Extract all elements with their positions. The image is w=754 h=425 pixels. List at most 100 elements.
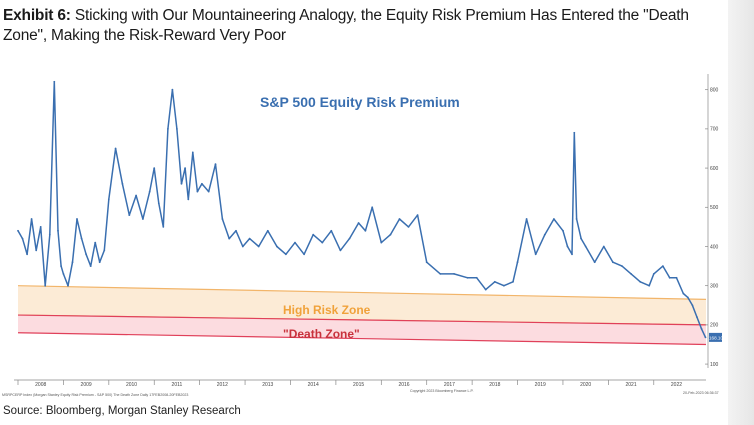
- data-point: [475, 276, 478, 279]
- data-point: [686, 296, 689, 299]
- data-point: [612, 261, 614, 264]
- data-point: [21, 237, 24, 240]
- y-tick-label-600: 600: [710, 166, 719, 172]
- axis-layer: 100 200 300 400 500 600 700 800 2008 2009 2010 2011…: [14, 74, 723, 388]
- data-point: [416, 214, 419, 217]
- data-point: [53, 80, 56, 83]
- zone-upper-line-0: [17, 285, 707, 300]
- data-point: [662, 265, 664, 267]
- y-tick-label-500: 500: [710, 205, 719, 211]
- x-tick-label-2020: 2020: [580, 382, 591, 388]
- x-tick-label-2009: 2009: [81, 382, 92, 388]
- data-point: [493, 280, 496, 283]
- data-point: [266, 229, 269, 232]
- data-point: [285, 253, 287, 256]
- zone-upper-line-1: [17, 314, 707, 326]
- data-point: [389, 233, 392, 236]
- data-point: [107, 198, 110, 201]
- footnote-right: 20-Feb-2023 06:36:37: [683, 391, 719, 395]
- data-point: [121, 182, 124, 185]
- exhibit-title-text: Sticking with Our Mountaineering Analogy…: [3, 7, 689, 44]
- y-tick-label-200: 200: [710, 323, 719, 329]
- data-point: [512, 280, 514, 283]
- data-point: [516, 261, 519, 264]
- data-point: [621, 265, 623, 267]
- y-tick-label-300: 300: [710, 283, 719, 289]
- data-point: [675, 276, 678, 279]
- data-point: [71, 261, 74, 264]
- data-point: [17, 229, 19, 232]
- data-point: [171, 88, 174, 91]
- data-point: [221, 218, 224, 220]
- data-point: [682, 292, 685, 295]
- x-tick-label-2021: 2021: [626, 382, 637, 388]
- data-point: [630, 273, 632, 275]
- data-point: [26, 253, 28, 256]
- zone-lower-line-1: [17, 332, 707, 346]
- chart-title: S&P 500 Equity Risk Premium: [260, 94, 460, 110]
- y-tick-label-100: 100: [710, 362, 719, 368]
- x-tick-label-2017: 2017: [444, 382, 455, 388]
- exhibit-title: Exhibit 6: Sticking with Our Mountaineer…: [3, 6, 718, 46]
- x-tick-label-2022: 2022: [671, 382, 682, 388]
- data-point: [103, 249, 106, 252]
- data-point: [575, 218, 578, 220]
- x-tick-label-2008: 2008: [35, 382, 46, 388]
- data-point: [553, 218, 555, 220]
- data-point: [453, 273, 455, 275]
- data-point: [303, 253, 305, 256]
- data-point: [364, 229, 367, 232]
- data-point: [439, 273, 442, 275]
- data-point: [67, 284, 69, 287]
- data-point: [157, 202, 160, 205]
- data-point: [398, 218, 401, 220]
- data-point: [248, 237, 251, 240]
- data-point: [35, 249, 38, 252]
- data-point: [339, 249, 342, 252]
- series-layer: [17, 80, 707, 339]
- chart-container: 100 200 300 400 500 600 700 800 2008 2009 2010 2011…: [0, 68, 723, 400]
- x-tick-label-2012: 2012: [217, 382, 228, 388]
- data-point: [593, 261, 596, 264]
- last-value-label: 168.10: [709, 335, 722, 340]
- right-edge-shadow: [728, 0, 754, 425]
- high-risk-zone-label: High Risk Zone: [283, 303, 371, 317]
- death-zone-label: "Death Zone": [283, 327, 360, 341]
- x-tick-label-2013: 2013: [262, 382, 273, 388]
- zone-band-0: [18, 285, 706, 325]
- data-point: [534, 253, 537, 256]
- source-note: Source: Bloomberg, Morgan Stanley Resear…: [3, 405, 241, 417]
- data-point: [235, 229, 237, 232]
- data-point: [571, 253, 573, 256]
- data-point: [294, 241, 296, 244]
- data-point: [191, 151, 194, 154]
- x-tick-label-2019: 2019: [535, 382, 546, 388]
- data-point: [371, 206, 374, 209]
- data-point: [60, 265, 62, 267]
- data-point: [39, 226, 42, 228]
- data-point: [584, 245, 587, 248]
- data-point: [566, 245, 569, 248]
- data-point: [348, 237, 351, 240]
- data-point: [180, 182, 183, 185]
- series-line-0: [17, 81, 707, 338]
- data-point: [639, 280, 642, 283]
- data-point: [228, 237, 231, 240]
- data-point: [691, 304, 694, 307]
- data-point: [89, 265, 92, 267]
- data-point: [153, 167, 156, 169]
- data-point: [648, 284, 651, 287]
- data-point: [142, 218, 144, 220]
- exhibit-label: Exhibit 6:: [3, 7, 71, 24]
- y-tick-label-800: 800: [710, 87, 719, 93]
- y-tick-label-700: 700: [710, 127, 719, 133]
- data-point: [48, 233, 51, 236]
- data-point: [580, 237, 582, 240]
- data-point: [357, 222, 360, 224]
- data-point: [176, 128, 178, 130]
- data-point: [700, 327, 703, 330]
- data-point: [602, 245, 605, 248]
- data-point: [114, 147, 117, 150]
- data-point: [76, 218, 78, 220]
